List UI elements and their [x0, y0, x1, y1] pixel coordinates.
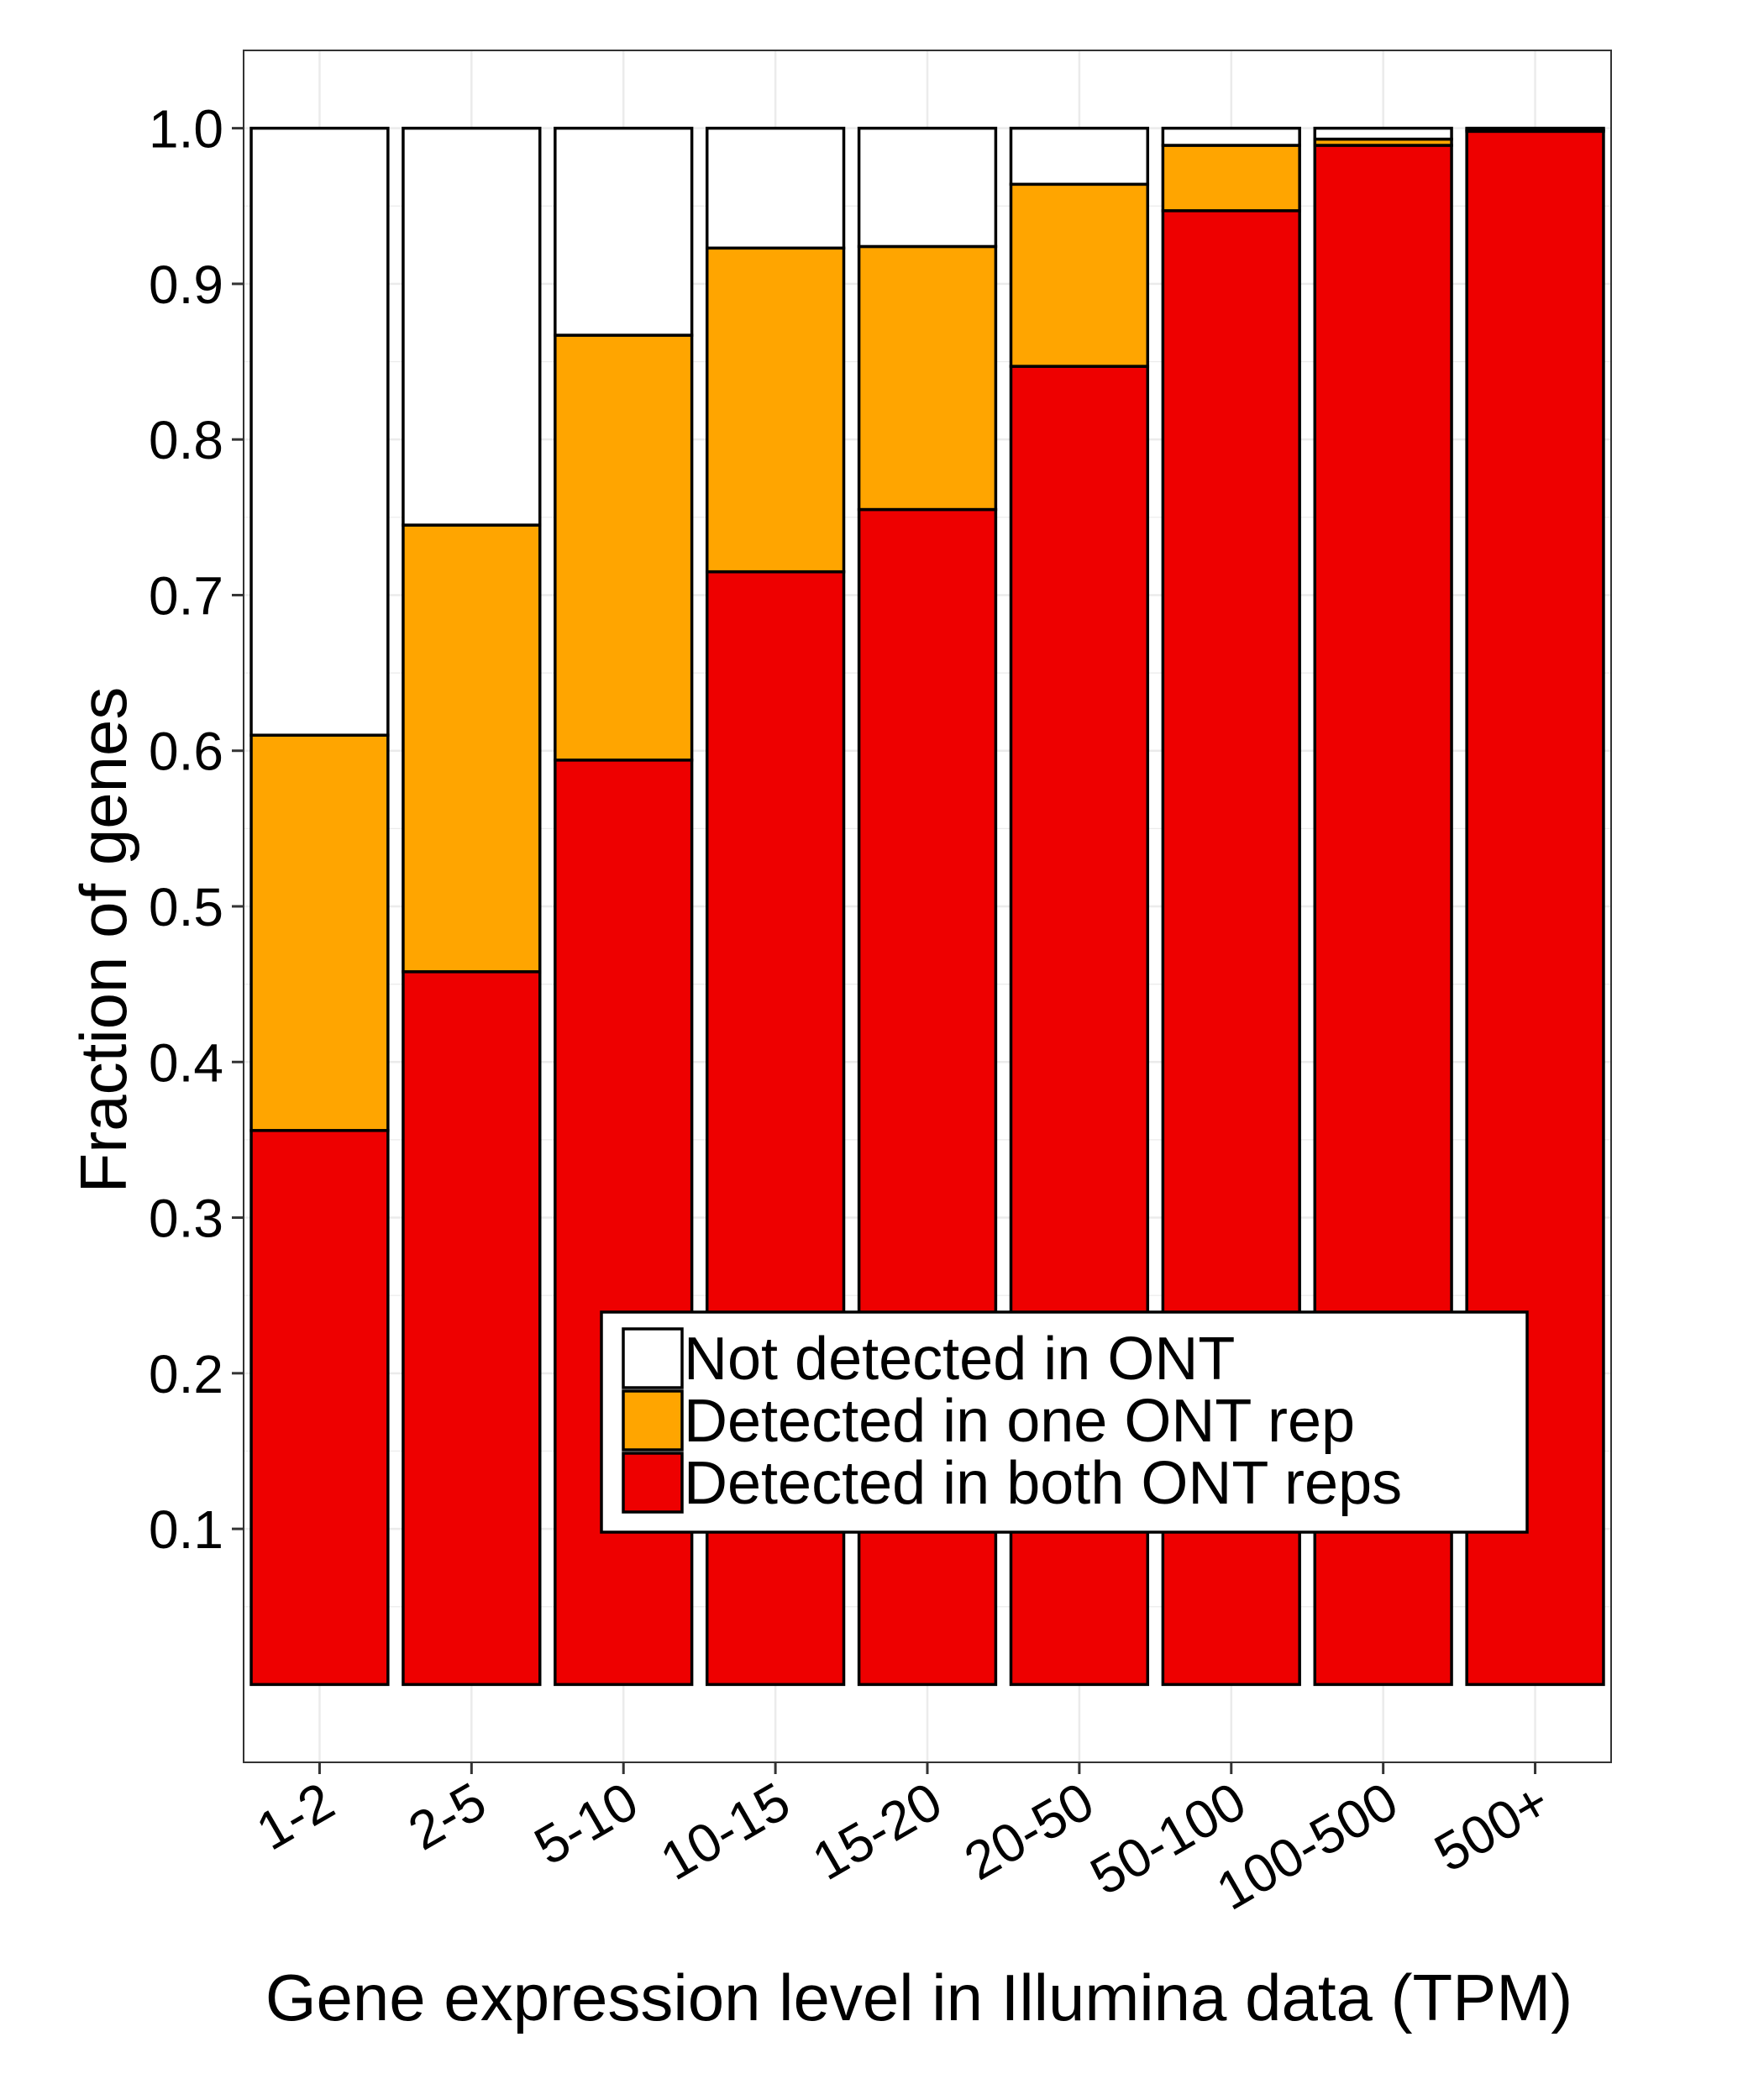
y-tick-label: 0.5 — [149, 877, 223, 937]
y-axis: 0.1 0.2 0.3 0.4 0.5 0.6 0.7 0.8 0.9 1.0 — [149, 99, 244, 1560]
bar-segment — [1313, 126, 1453, 141]
legend-swatch — [622, 1452, 684, 1514]
y-tick-label: 0.8 — [149, 410, 223, 470]
bar-segment — [1009, 126, 1150, 186]
legend-box — [600, 1310, 1529, 1534]
legend-label: Not detected in ONT — [684, 1326, 1235, 1393]
bar-segment — [857, 126, 998, 249]
x-tick-label: 15-20 — [802, 1771, 952, 1892]
y-axis-title: Fraction of genes — [66, 687, 140, 1194]
bar-segment — [554, 333, 694, 762]
bar-segment — [857, 244, 998, 512]
x-tick-label: 1-2 — [246, 1771, 344, 1862]
y-tick-label: 0.6 — [149, 722, 223, 782]
legend-label: Detected in one ONT rep — [684, 1388, 1355, 1455]
y-tick-label: 0.3 — [149, 1189, 223, 1249]
x-tick-label: 500+ — [1425, 1771, 1560, 1883]
legend-label: Detected in both ONT reps — [684, 1450, 1402, 1517]
x-axis-title: Gene expression level in Illumina data (… — [265, 1961, 1572, 2034]
x-tick-label: 10-15 — [650, 1771, 800, 1892]
bar-segment — [1465, 126, 1605, 132]
y-tick-label: 0.9 — [149, 255, 223, 315]
legend-swatch — [622, 1327, 684, 1389]
bar-segment — [1161, 144, 1301, 213]
bar-segment — [402, 523, 542, 974]
y-tick-label: 0.4 — [149, 1032, 223, 1093]
bar-segment — [1161, 126, 1301, 147]
y-tick-label: 0.7 — [149, 565, 223, 626]
y-tick-label: 0.1 — [149, 1499, 223, 1560]
x-tick-label: 5-10 — [524, 1771, 648, 1877]
bar-segment — [249, 1129, 390, 1687]
bar-segment — [402, 970, 542, 1687]
bar-segment — [249, 733, 390, 1132]
bar-segment — [705, 246, 846, 574]
x-tick-label: 2-5 — [398, 1771, 496, 1862]
bar-segment — [554, 126, 694, 337]
bar-segment — [705, 126, 846, 250]
bar-segment — [1009, 182, 1150, 368]
x-tick-label: 20-50 — [954, 1771, 1104, 1892]
bar-segment — [402, 126, 542, 527]
bar-segment — [554, 759, 694, 1687]
y-tick-label: 0.2 — [149, 1344, 223, 1404]
y-tick-label: 1.0 — [149, 99, 223, 160]
bar-segment — [249, 126, 390, 737]
legend-swatch — [622, 1389, 684, 1452]
